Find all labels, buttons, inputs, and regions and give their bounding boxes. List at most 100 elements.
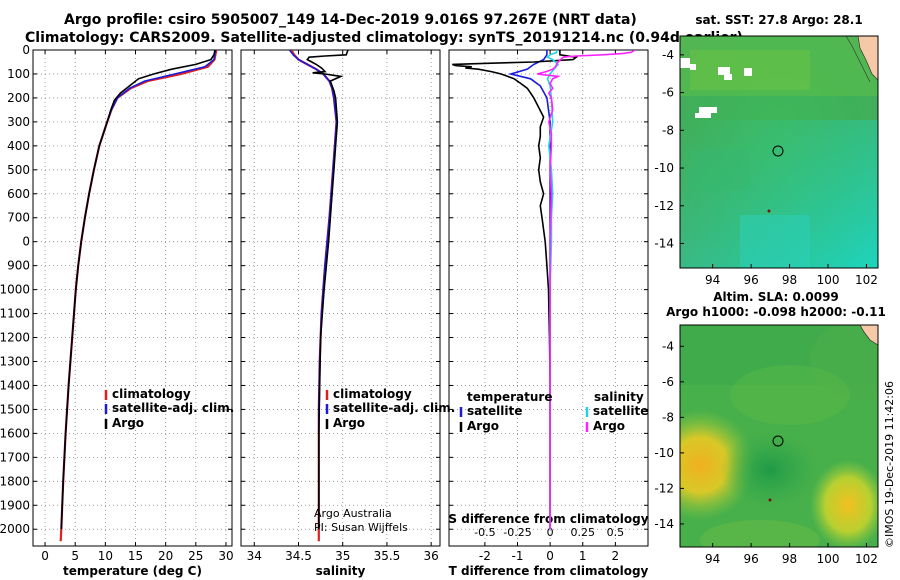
sst-float-marker xyxy=(772,145,784,157)
map-x-tick-label: 96 xyxy=(743,552,758,566)
y-tick-label: 2000 xyxy=(0,522,30,536)
map-x-tick-label: 94 xyxy=(705,273,720,287)
x-tick-label: -1 xyxy=(512,549,524,563)
sla-float-marker xyxy=(772,435,784,447)
legend-label: Argo xyxy=(593,419,625,433)
salinity-profile-panel: 34 34.5 35 35.5 36 salinity climatologysatelli… xyxy=(240,49,455,578)
y-tick-label: 500 xyxy=(7,163,30,177)
y-tick-label: 0 xyxy=(22,235,30,249)
map-y-tick-label: -8 xyxy=(662,123,674,137)
x-tick-label: -2 xyxy=(479,549,491,563)
legend-label: Argo xyxy=(467,419,499,433)
legend-label: Argo xyxy=(112,416,144,430)
legend-title-temperature: temperature xyxy=(467,390,552,404)
x-tick-label: 2 xyxy=(612,549,620,563)
map-x-tick-label: 98 xyxy=(782,552,797,566)
x-tick-label: 34 xyxy=(247,549,262,563)
x-tick-label: 36 xyxy=(424,549,439,563)
y-tick-label: 1800 xyxy=(0,474,30,488)
legend-label: climatology xyxy=(112,387,191,401)
legend-label: satellite xyxy=(467,404,522,418)
x-tick-label: 35.5 xyxy=(374,549,401,563)
x-tick-label: 0 xyxy=(41,549,49,563)
x-tick-label: 20 xyxy=(158,549,173,563)
legend-label: Argo xyxy=(333,416,365,430)
map-x-tick-label: 102 xyxy=(855,552,878,566)
y-tick-label: 1400 xyxy=(0,378,30,392)
series-line-t-argo xyxy=(452,50,579,530)
legend-label: satellite-adj. clim. xyxy=(112,401,234,415)
map-y-tick-label: -14 xyxy=(654,517,674,531)
legend-label: satellite-adj. clim. xyxy=(333,401,455,415)
legend-label: climatology xyxy=(333,387,412,401)
map-y-tick-label: -14 xyxy=(654,236,674,250)
series-line-s-argo xyxy=(536,50,636,530)
x-tick-label: 5 xyxy=(71,549,79,563)
map-y-tick-label: -8 xyxy=(662,410,674,424)
y-tick-label: 400 xyxy=(7,139,30,153)
x2-tick-label: 0.25 xyxy=(571,526,596,539)
figure-subtitle: Climatology: CARS2009. Satellite-adjuste… xyxy=(25,30,743,46)
sst-map-title: sat. SST: 27.8 Argo: 28.1 xyxy=(695,13,862,27)
series-line-argo xyxy=(306,50,349,530)
x-axis-label: T difference from climatology xyxy=(449,564,649,578)
y-tick-label: 700 xyxy=(7,211,30,225)
series-line-t-satellite xyxy=(507,50,551,530)
y-tick-label: 1500 xyxy=(0,402,30,416)
y-tick-label: 1700 xyxy=(0,450,30,464)
y-tick-label: 200 xyxy=(7,91,30,105)
y-tick-label: 1000 xyxy=(0,283,30,297)
sst-map: sat. SST: 27.8 Argo: 28.1 94 96 98 100 102 -4… xyxy=(654,13,879,287)
series-line-argo xyxy=(60,50,216,530)
x2-axis-label: S difference from climatology xyxy=(448,512,648,526)
map-x-tick-label: 100 xyxy=(817,552,840,566)
map-y-tick-label: -12 xyxy=(654,199,674,213)
series-line-climatology xyxy=(59,50,218,542)
map-x-tick-label: 100 xyxy=(817,273,840,287)
series-line-climatology xyxy=(290,50,338,542)
sla-map-subtitle: Argo h1000: -0.098 h2000: -0.11 xyxy=(666,305,886,319)
y-tick-label: 1100 xyxy=(0,307,30,321)
sst-secondary-marker xyxy=(767,209,771,213)
map-x-tick-label: 102 xyxy=(855,273,878,287)
series-line-satellite-adj-clim- xyxy=(60,50,217,530)
y-tick-label: 1900 xyxy=(0,498,30,512)
map-y-tick-label: -4 xyxy=(662,339,674,353)
x2-tick-label: -0.25 xyxy=(503,526,531,539)
x-tick-label: 10 xyxy=(98,549,113,563)
x-tick-label: 1 xyxy=(579,549,587,563)
map-x-tick-label: 96 xyxy=(743,273,758,287)
map-x-tick-label: 98 xyxy=(782,273,797,287)
x-axis-label: salinity xyxy=(316,564,366,578)
map-x-tick-label: 94 xyxy=(705,552,720,566)
y-tick-label: 1200 xyxy=(0,331,30,345)
y-tick-label: 100 xyxy=(7,67,30,81)
sla-map: Altim. SLA: 0.0099 Argo h1000: -0.098 h2… xyxy=(654,290,886,566)
y-tick-label: 600 xyxy=(7,187,30,201)
x-tick-label: 30 xyxy=(218,549,233,563)
x2-tick-label: -0.5 xyxy=(474,526,495,539)
map-y-tick-label: -10 xyxy=(654,446,674,460)
sla-secondary-marker xyxy=(768,498,772,502)
x2-tick-label: 0.5 xyxy=(607,526,625,539)
map-y-tick-label: -4 xyxy=(662,48,674,62)
y-tick-label: 1600 xyxy=(0,426,30,440)
y-tick-label: 900 xyxy=(7,259,30,273)
figure-title: Argo profile: csiro 5905007_149 14-Dec-2… xyxy=(64,12,637,28)
x2-tick-label: 0 xyxy=(547,526,554,539)
x-tick-label: 25 xyxy=(188,549,203,563)
panel-frame xyxy=(32,49,233,547)
x-tick-label: 0 xyxy=(546,549,554,563)
legend-label: satellite xyxy=(593,404,648,418)
map-y-tick-label: -12 xyxy=(654,481,674,495)
sla-map-title: Altim. SLA: 0.0099 xyxy=(713,290,839,304)
difference-profile-panel: -2 -1 0 1 2 -0.5 -0.25 0 0.25 0.5S difference fro… xyxy=(448,49,649,578)
x-axis-label: temperature (deg C) xyxy=(63,564,202,578)
y-tick-label: 300 xyxy=(7,115,30,129)
map-y-tick-label: -6 xyxy=(662,375,674,389)
temperature-profile-panel: 0 5 10 15 20 25 300100200300400500600700090010… xyxy=(0,43,234,578)
attribution-line1: Argo Australia xyxy=(314,507,392,520)
panel-frame xyxy=(448,49,649,547)
x-tick-label: 34.5 xyxy=(285,549,312,563)
